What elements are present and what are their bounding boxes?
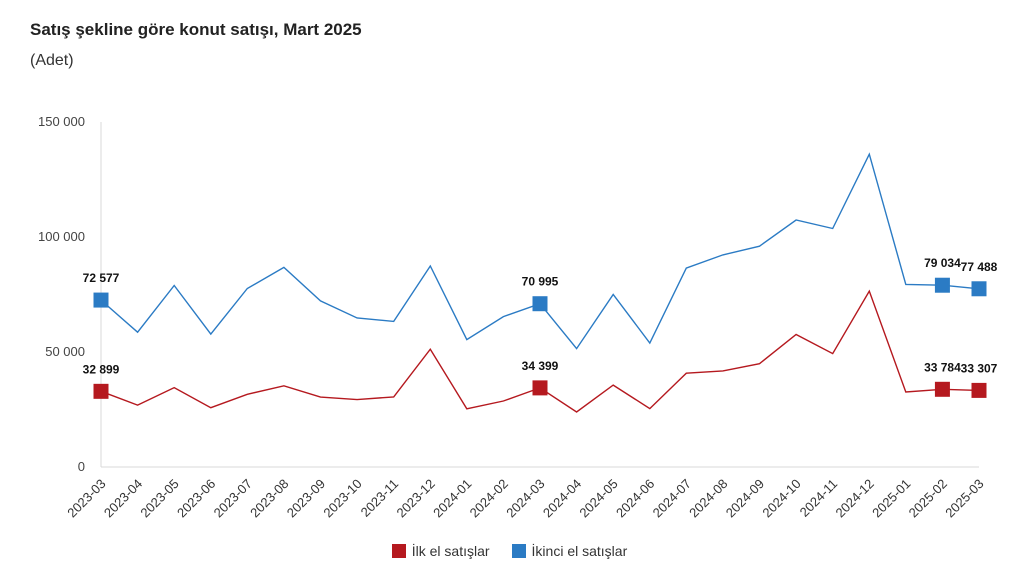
x-tick-label: 2024-05: [576, 476, 620, 520]
legend-swatch-ikinci-el: [511, 544, 526, 558]
x-tick-label: 2024-08: [686, 476, 730, 520]
data-label: 34 399: [522, 359, 559, 373]
x-tick-label: 2024-02: [467, 476, 511, 520]
x-tick-label: 2023-03: [64, 476, 108, 520]
series-line: [100, 152, 980, 350]
data-point-marker[interactable]: [532, 380, 548, 396]
y-tick-label: 0: [78, 459, 85, 474]
x-tick-label: 2024-07: [650, 476, 694, 520]
x-tick-label: 2025-02: [906, 476, 950, 520]
x-tick-label: 2025-01: [869, 476, 913, 520]
data-label: 33 784: [924, 360, 961, 374]
x-tick-label: 2023-08: [247, 476, 291, 520]
data-point-marker[interactable]: [93, 383, 109, 399]
x-tick-label: 2023-12: [394, 476, 438, 520]
data-label: 79 034: [924, 256, 961, 270]
x-tick-label: 2023-04: [101, 476, 145, 520]
x-tick-label: 2024-01: [430, 476, 474, 520]
data-label: 70 995: [522, 275, 559, 289]
data-label: 77 488: [961, 260, 998, 274]
y-tick-label: 50 000: [45, 344, 85, 359]
chart-title: Satış şekline göre konut satışı, Mart 20…: [30, 20, 362, 39]
x-tick-label: 2023-05: [137, 476, 181, 520]
x-tick-label: 2024-04: [540, 476, 584, 520]
legend-label-ikinci-el: İkinci el satışlar: [531, 543, 628, 559]
x-tick-label: 2023-09: [284, 476, 328, 520]
x-tick-label: 2023-11: [358, 476, 402, 520]
x-tick-label: 2023-10: [320, 476, 364, 520]
data-label: 72 577: [83, 271, 120, 285]
legend-label-ilk-el: İlk el satışlar: [411, 543, 490, 559]
x-axis: 2023-032023-042023-052023-062023-072023-…: [64, 466, 987, 520]
data-point-marker[interactable]: [532, 296, 548, 312]
data-point-marker[interactable]: [971, 281, 987, 297]
data-label: 32 899: [83, 362, 120, 376]
legend-swatch-ilk-el: [391, 544, 406, 558]
series-ilk-el: 32 899 34 399 33 784 33 307: [83, 289, 998, 413]
data-point-marker[interactable]: [971, 382, 987, 398]
x-tick-label: 2024-03: [503, 476, 547, 520]
y-tick-label: 100 000: [38, 229, 85, 244]
legend: İlk el satışlar İkinci el satışlar: [0, 543, 1019, 559]
x-tick-label: 2024-06: [613, 476, 657, 520]
y-tick-label: 150 000: [38, 114, 85, 129]
x-tick-label: 2023-07: [211, 476, 255, 520]
data-point-marker[interactable]: [934, 381, 950, 397]
data-point-marker[interactable]: [934, 277, 950, 293]
series-ikinci-el: 72 577 70 995 79 034 77 488: [83, 152, 998, 350]
y-axis: 0 50 000 100 000 150 000: [38, 114, 102, 474]
data-point-marker[interactable]: [93, 292, 109, 308]
legend-item-ikinci-el[interactable]: İkinci el satışlar: [511, 543, 628, 559]
plot-area: 32 899 34 399 33 784 33 307 72 577 70 995 79 0…: [83, 152, 998, 413]
legend-item-ilk-el[interactable]: İlk el satışlar: [391, 543, 490, 559]
x-tick-label: 2024-12: [833, 476, 877, 520]
chart-subtitle: (Adet): [30, 52, 74, 69]
x-tick-label: 2024-11: [797, 476, 841, 520]
x-tick-label: 2023-06: [174, 476, 218, 520]
data-label: 33 307: [961, 361, 998, 375]
x-tick-label: 2025-03: [942, 476, 986, 520]
x-tick-label: 2024-09: [723, 476, 767, 520]
x-tick-label: 2024-10: [759, 476, 803, 520]
